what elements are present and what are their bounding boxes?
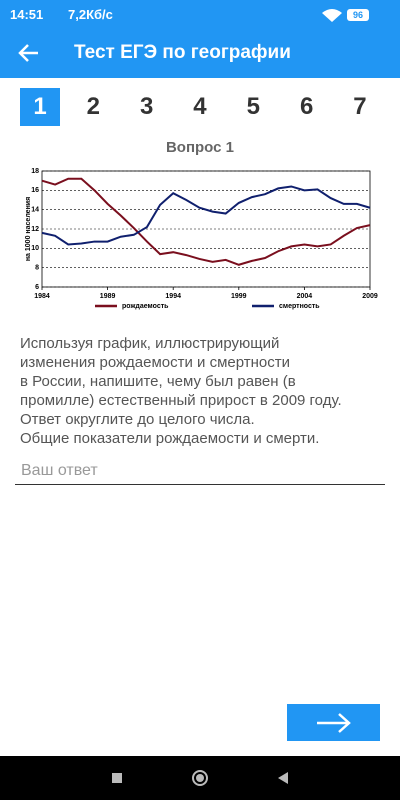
battery: 96: [347, 9, 369, 21]
question-tab[interactable]: 1: [20, 88, 60, 126]
navigation-bar: [0, 756, 400, 800]
next-button[interactable]: [287, 704, 380, 741]
question-line: промилле) естественный прирост в 2009 го…: [20, 392, 342, 409]
back-nav-button[interactable]: [278, 772, 288, 784]
x-tick-label: 1994: [165, 293, 181, 300]
question-text: Используя график, иллюстрирующий изменени…: [20, 334, 390, 448]
series-line: [41, 185, 371, 246]
status-network: 7,2Кб/с: [68, 7, 113, 22]
question-line: изменения рождаемости и смертности: [20, 354, 291, 371]
question-line: в России, напишите, чему был равен (в: [20, 373, 296, 390]
legend-label: смертность: [279, 303, 320, 310]
question-tab[interactable]: 3: [139, 93, 154, 120]
question-tab[interactable]: 5: [246, 93, 260, 120]
wifi-icon: [322, 9, 342, 22]
x-tick-label: 1989: [100, 293, 116, 300]
y-tick-label: 16: [31, 187, 39, 194]
y-tick-label: 18: [31, 168, 39, 175]
question-tab[interactable]: 6: [299, 93, 314, 120]
series-line: [41, 177, 371, 266]
y-tick-label: 14: [31, 207, 39, 214]
y-axis-label: на 1000 населения: [25, 197, 32, 261]
question-line: Используя график, иллюстрирующий: [20, 335, 280, 352]
plot-frame: [41, 170, 371, 288]
x-tick-label: 1999: [231, 293, 247, 300]
back-button[interactable]: [16, 40, 42, 66]
y-tick-label: 6: [35, 284, 39, 291]
x-tick-label: 2009: [362, 293, 378, 300]
app-title: Тест ЕГЭ по географии: [74, 42, 291, 63]
y-tick-label: 8: [35, 265, 39, 272]
question-tab[interactable]: 7: [353, 93, 367, 120]
status-time: 14:51: [10, 7, 44, 22]
y-tick-label: 12: [31, 226, 39, 233]
home-dot: [196, 774, 204, 782]
question-label: Вопрос 1: [165, 139, 235, 156]
question-tab[interactable]: 4: [193, 93, 207, 120]
question-tab[interactable]: 2: [86, 93, 100, 120]
header: 14:51 7,2Кб/с 96 Тест ЕГЭ по географии: [0, 0, 400, 78]
y-tick-label: 10: [31, 245, 39, 252]
x-tick-label: 2004: [297, 293, 313, 300]
recent-button[interactable]: [112, 773, 122, 783]
chart: на 1000 населения 6 8 10 12 14 16 18 1984 1989 19…: [25, 168, 378, 310]
question-line: Общие показатели рождаемости и смерти.: [20, 430, 320, 447]
question-line: Ответ округлите до целого числа.: [20, 411, 255, 428]
legend-label: рождаемость: [122, 303, 169, 310]
x-tick-label: 1984: [34, 293, 50, 300]
answer-input[interactable]: Ваш ответ: [15, 462, 385, 485]
home-button[interactable]: [192, 770, 208, 786]
